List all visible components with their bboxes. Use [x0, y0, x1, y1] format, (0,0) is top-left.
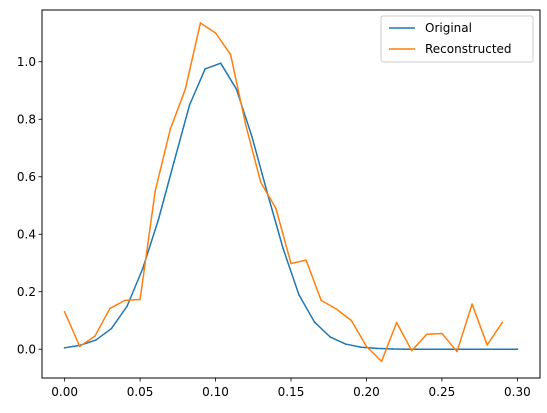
- data-point: [199, 22, 202, 24]
- data-point: [395, 321, 398, 324]
- data-point: [344, 343, 347, 345]
- data-point: [219, 62, 222, 64]
- series-original: [63, 62, 519, 351]
- data-point: [391, 348, 394, 350]
- data-point: [229, 53, 232, 56]
- legend-label-original: Original: [425, 21, 472, 35]
- y-tick-label: 0.4: [17, 227, 36, 241]
- data-point: [471, 303, 473, 305]
- legend: Original Reconstructed: [380, 15, 534, 63]
- legend-label-reconstructed: Reconstructed: [425, 42, 512, 56]
- data-point: [214, 32, 217, 34]
- data-point: [282, 247, 284, 250]
- data-point: [486, 344, 488, 346]
- data-point: [251, 135, 253, 138]
- data-point: [139, 298, 141, 301]
- data-point: [501, 321, 504, 324]
- data-point: [410, 349, 413, 352]
- data-point: [124, 299, 126, 302]
- x-tick-label: 0.05: [127, 385, 154, 399]
- legend-box: [380, 15, 534, 63]
- data-point: [320, 299, 322, 302]
- data-point: [141, 267, 144, 270]
- data-point: [305, 259, 307, 261]
- y-tick-label: 1.0: [17, 55, 36, 69]
- y-tick-label: 0.0: [17, 342, 36, 356]
- x-tick-label: 0.30: [504, 385, 531, 399]
- data-point: [422, 348, 425, 351]
- data-point: [501, 348, 503, 351]
- series-reconstructed: [63, 22, 504, 363]
- x-tick-label: 0.00: [51, 385, 78, 399]
- data-point: [109, 307, 111, 310]
- series-line-reconstructed: [63, 22, 504, 363]
- data-point: [154, 190, 156, 192]
- x-tick-label: 0.25: [429, 385, 456, 399]
- data-point: [169, 128, 172, 131]
- data-point: [78, 345, 81, 348]
- data-point: [94, 335, 96, 338]
- data-point: [313, 321, 316, 323]
- data-point: [110, 327, 113, 330]
- y-tick-label: 0.8: [17, 112, 36, 126]
- data-point: [376, 347, 378, 350]
- data-point: [426, 333, 428, 336]
- y-axis: 0.0 0.2 0.4 0.6 0.8 1.0: [17, 55, 42, 356]
- data-point: [260, 181, 262, 184]
- x-axis: 0.00 0.05 0.10 0.15 0.20 0.25 0.30: [51, 378, 531, 399]
- data-point: [335, 308, 338, 310]
- data-point: [235, 88, 238, 90]
- data-point: [329, 336, 331, 338]
- data-point: [63, 347, 66, 349]
- data-point: [485, 348, 487, 351]
- data-point: [380, 360, 383, 363]
- data-point: [173, 161, 175, 164]
- data-point: [516, 348, 519, 351]
- legend-items: Original Reconstructed: [389, 21, 512, 56]
- data-point: [360, 346, 363, 349]
- data-point: [438, 348, 441, 351]
- data-point: [126, 305, 128, 307]
- data-point: [290, 262, 292, 265]
- data-point: [188, 104, 191, 106]
- data-point: [365, 345, 368, 348]
- data-point: [456, 350, 458, 353]
- data-point: [469, 348, 472, 351]
- data-point: [95, 339, 97, 341]
- y-tick-label: 0.2: [17, 285, 36, 299]
- x-tick-label: 0.20: [353, 385, 380, 399]
- data-point: [157, 219, 160, 221]
- y-tick-label: 0.6: [17, 170, 36, 184]
- series-layer: [63, 22, 519, 363]
- data-point: [244, 124, 247, 126]
- data-point: [204, 68, 206, 70]
- data-point: [63, 311, 66, 313]
- data-point: [275, 207, 277, 210]
- data-point: [184, 88, 187, 90]
- x-tick-label: 0.15: [278, 385, 305, 399]
- data-point: [298, 293, 300, 296]
- x-tick-label: 0.10: [202, 385, 229, 399]
- data-point: [407, 348, 409, 351]
- data-point: [441, 332, 443, 335]
- data-point: [350, 319, 353, 322]
- series-line-original: [63, 62, 519, 350]
